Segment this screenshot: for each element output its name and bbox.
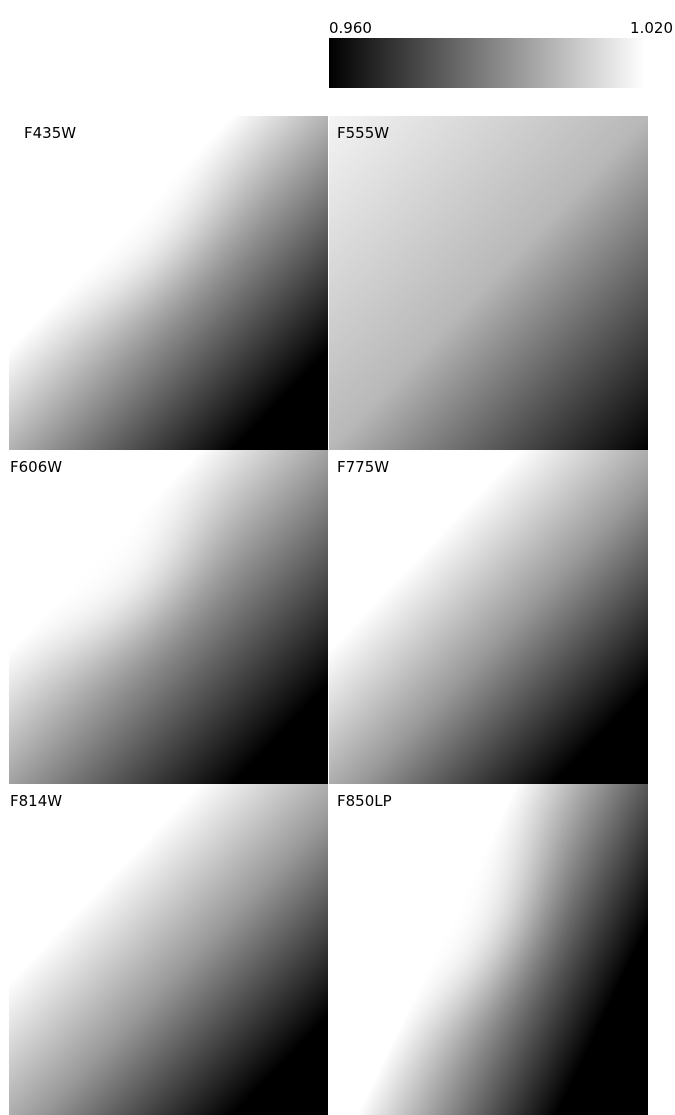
panel-image xyxy=(9,116,328,450)
panel-label: F606W xyxy=(10,458,62,476)
panel-label: F814W xyxy=(10,792,62,810)
panel-image xyxy=(329,116,648,450)
colorbar-max-label: 1.020 xyxy=(630,19,673,37)
panel-label: F850LP xyxy=(337,792,392,810)
panel-label: F435W xyxy=(24,124,76,142)
panel-image xyxy=(9,784,328,1115)
colorbar xyxy=(329,38,645,88)
colorbar-min-label: 0.960 xyxy=(329,19,372,37)
panel-image xyxy=(329,784,648,1115)
panel-image xyxy=(9,450,328,784)
panel-image xyxy=(329,450,648,784)
panel-label: F555W xyxy=(337,124,389,142)
panel-label: F775W xyxy=(337,458,389,476)
